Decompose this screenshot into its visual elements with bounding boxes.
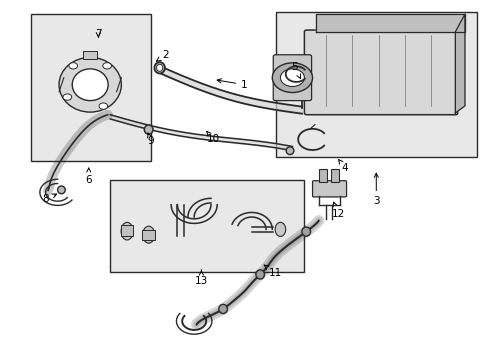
FancyBboxPatch shape bbox=[273, 55, 311, 100]
Ellipse shape bbox=[144, 125, 153, 134]
Polygon shape bbox=[316, 14, 464, 32]
Circle shape bbox=[63, 94, 72, 100]
Ellipse shape bbox=[121, 222, 133, 240]
Text: 13: 13 bbox=[194, 270, 207, 285]
Text: 5: 5 bbox=[291, 62, 300, 78]
Ellipse shape bbox=[154, 62, 164, 73]
Circle shape bbox=[69, 63, 78, 69]
Ellipse shape bbox=[58, 186, 65, 194]
Text: 10: 10 bbox=[206, 131, 220, 144]
Text: 8: 8 bbox=[42, 194, 57, 204]
Circle shape bbox=[99, 103, 107, 109]
Ellipse shape bbox=[59, 57, 121, 112]
Circle shape bbox=[102, 63, 111, 69]
Text: 3: 3 bbox=[372, 173, 379, 206]
Text: 9: 9 bbox=[147, 133, 154, 146]
Text: 4: 4 bbox=[338, 159, 348, 173]
Ellipse shape bbox=[142, 226, 154, 243]
Text: 2: 2 bbox=[156, 50, 168, 61]
Ellipse shape bbox=[285, 147, 293, 154]
Ellipse shape bbox=[156, 64, 163, 71]
Ellipse shape bbox=[301, 227, 310, 236]
Ellipse shape bbox=[72, 69, 108, 100]
Bar bbox=[142, 230, 155, 240]
Bar bbox=[275, 13, 476, 157]
Bar bbox=[31, 14, 151, 161]
Text: 1: 1 bbox=[217, 79, 247, 90]
Circle shape bbox=[280, 69, 304, 86]
Bar bbox=[330, 170, 339, 182]
Text: 7: 7 bbox=[95, 28, 102, 39]
Bar bbox=[83, 51, 97, 59]
Bar bbox=[110, 180, 304, 272]
Ellipse shape bbox=[275, 222, 285, 237]
Bar bbox=[318, 170, 327, 182]
Text: 11: 11 bbox=[264, 265, 282, 279]
Bar bbox=[121, 225, 133, 237]
FancyBboxPatch shape bbox=[304, 30, 457, 115]
Circle shape bbox=[272, 63, 312, 93]
Text: 6: 6 bbox=[85, 168, 92, 185]
Ellipse shape bbox=[218, 304, 227, 314]
FancyBboxPatch shape bbox=[312, 181, 346, 197]
Ellipse shape bbox=[255, 270, 264, 279]
Polygon shape bbox=[454, 14, 464, 113]
Text: 12: 12 bbox=[331, 202, 344, 219]
